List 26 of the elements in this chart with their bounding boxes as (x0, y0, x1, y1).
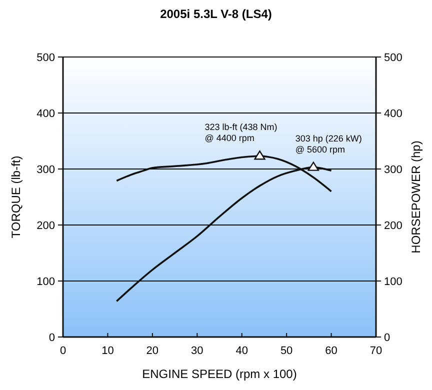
y2-tick-label: 100 (384, 276, 402, 288)
y-tick-label: 100 (36, 276, 55, 288)
chart-title: 2005i 5.3L V-8 (LS4) (160, 7, 272, 21)
y2-tick-label: 300 (384, 164, 402, 176)
y2-axis-title: HORSEPOWER (hp) (409, 140, 423, 254)
y-tick-label: 200 (36, 220, 55, 232)
x-tick-label: 60 (325, 345, 338, 357)
annotation: 323 lb-ft (438 Nm) @ 4400 rpm (204, 122, 278, 144)
x-tick-label: 20 (146, 345, 159, 357)
y-axis-title: TORQUE (lb-ft) (9, 156, 23, 238)
y-tick-label: 300 (36, 164, 55, 176)
y-tick-label: 0 (48, 332, 55, 344)
y2-tick-label: 500 (384, 52, 402, 64)
x-tick-label: 70 (370, 345, 382, 357)
x-tick-label: 0 (60, 345, 66, 357)
x-tick-label: 30 (191, 345, 204, 357)
x-tick-label: 50 (280, 345, 293, 357)
y2-tick-label: 200 (384, 220, 402, 232)
annotation: 303 hp (226 kW) @ 5600 rpm (295, 133, 362, 154)
x-tick-label: 40 (236, 345, 248, 357)
x-axis-title: ENGINE SPEED (rpm x 100) (142, 367, 297, 381)
x-tick-label: 10 (102, 345, 114, 357)
y2-tick-label: 400 (384, 108, 402, 120)
y2-tick-label: 0 (384, 332, 390, 344)
y-tick-label: 500 (36, 52, 55, 64)
y-tick-label: 400 (36, 108, 55, 120)
